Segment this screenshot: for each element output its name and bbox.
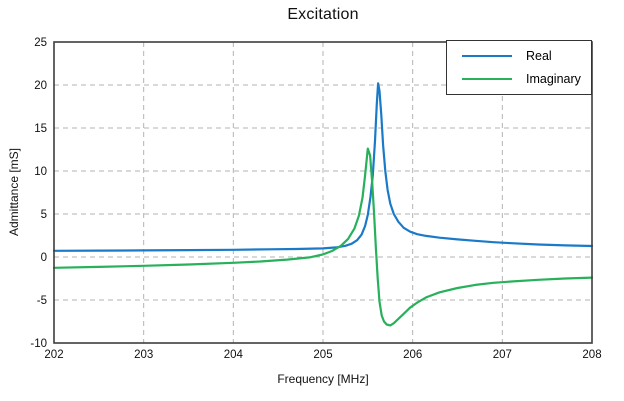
- x-tick-label: 206: [403, 349, 422, 361]
- x-tick-label: 203: [134, 349, 153, 361]
- legend-label: Imaginary: [526, 71, 581, 86]
- x-axis-label: Frequency [MHz]: [277, 372, 369, 386]
- legend-line-sample: [462, 55, 512, 58]
- x-tick-label: 204: [224, 349, 244, 361]
- y-tick-label: 25: [34, 37, 47, 49]
- legend-line-sample: [462, 77, 512, 80]
- x-tick-label: 202: [44, 349, 63, 361]
- y-tick-label: 20: [34, 80, 47, 92]
- series-imaginary-line: [52, 147, 594, 327]
- x-tick-label: 208: [582, 349, 601, 361]
- x-tick-label: 205: [313, 349, 332, 361]
- x-tick-label: 207: [493, 349, 512, 361]
- y-tick-label: 15: [34, 123, 47, 135]
- y-tick-label: 5: [41, 209, 47, 221]
- legend-entry-imaginary[interactable]: Imaginary: [462, 72, 591, 86]
- legend[interactable]: Real Imaginary: [446, 40, 592, 95]
- series-real-line: [52, 82, 594, 252]
- y-tick-label: -10: [30, 338, 47, 350]
- y-tick-label: 10: [34, 166, 47, 178]
- y-tick-label: 0: [41, 252, 47, 264]
- y-tick-label: -5: [37, 295, 47, 307]
- chart-title: Excitation: [287, 6, 359, 23]
- legend-entry-real[interactable]: Real: [462, 49, 591, 63]
- legend-label: Real: [526, 49, 552, 64]
- plot-frame: [53, 41, 593, 344]
